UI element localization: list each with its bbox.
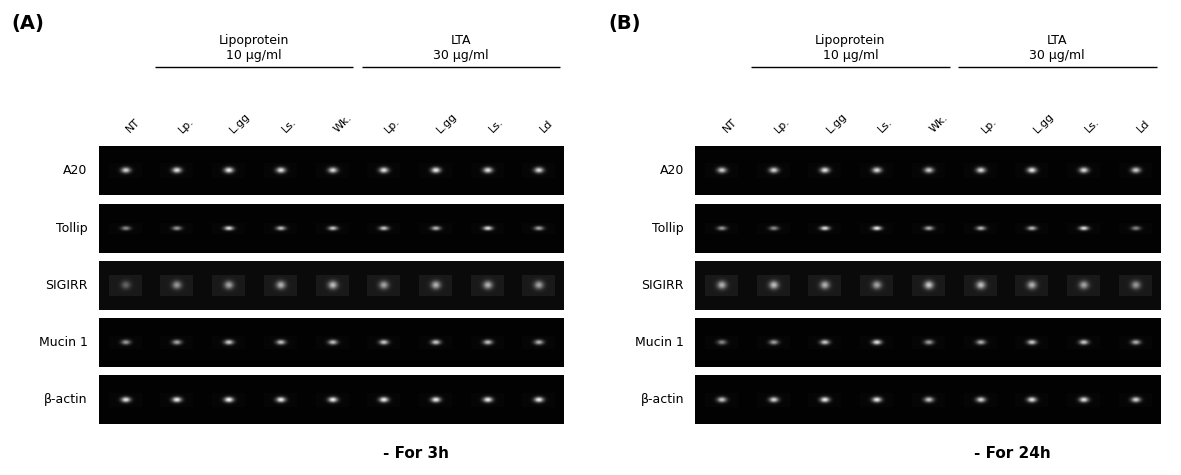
Text: Lipoprotein
10 μg/ml: Lipoprotein 10 μg/ml	[815, 34, 886, 62]
Text: Mucin 1: Mucin 1	[635, 336, 684, 349]
Text: Mucin 1: Mucin 1	[39, 336, 87, 349]
Text: Lp.: Lp.	[772, 116, 791, 135]
Text: Lp.: Lp.	[384, 116, 403, 135]
Text: LTA
30 μg/ml: LTA 30 μg/ml	[433, 34, 489, 62]
Text: L.gg: L.gg	[435, 111, 459, 135]
Text: Ls.: Ls.	[876, 117, 894, 135]
Text: Tollip: Tollip	[56, 222, 87, 235]
Text: NT: NT	[125, 117, 143, 135]
FancyBboxPatch shape	[99, 146, 565, 195]
Text: Ls.: Ls.	[280, 117, 298, 135]
Text: A20: A20	[659, 164, 684, 177]
Text: Ls.: Ls.	[487, 117, 505, 135]
Text: SIGIRR: SIGIRR	[641, 279, 684, 292]
Text: β-actin: β-actin	[640, 393, 684, 407]
FancyBboxPatch shape	[696, 146, 1161, 195]
FancyBboxPatch shape	[99, 261, 565, 310]
Text: Lp.: Lp.	[980, 116, 999, 135]
FancyBboxPatch shape	[99, 318, 565, 367]
Text: Wk.: Wk.	[332, 113, 353, 135]
Text: Tollip: Tollip	[652, 222, 684, 235]
Text: - For 24h: - For 24h	[974, 446, 1050, 461]
Text: SIGIRR: SIGIRR	[45, 279, 87, 292]
Text: Lipoprotein
10 μg/ml: Lipoprotein 10 μg/ml	[218, 34, 289, 62]
Text: Ld: Ld	[539, 118, 555, 135]
Text: Ld: Ld	[1135, 118, 1151, 135]
FancyBboxPatch shape	[99, 204, 565, 253]
FancyBboxPatch shape	[696, 261, 1161, 310]
Text: - For 3h: - For 3h	[383, 446, 449, 461]
FancyBboxPatch shape	[696, 375, 1161, 425]
Text: LTA
30 μg/ml: LTA 30 μg/ml	[1030, 34, 1085, 62]
Text: A20: A20	[63, 164, 87, 177]
Text: L.gg: L.gg	[824, 111, 849, 135]
Text: β-actin: β-actin	[44, 393, 87, 407]
Text: (A): (A)	[12, 14, 45, 33]
FancyBboxPatch shape	[696, 318, 1161, 367]
Text: NT: NT	[722, 117, 739, 135]
Text: Wk.: Wk.	[928, 113, 950, 135]
Text: L.gg: L.gg	[1031, 111, 1056, 135]
Text: (B): (B)	[608, 14, 641, 33]
Text: Ls.: Ls.	[1083, 117, 1102, 135]
FancyBboxPatch shape	[99, 375, 565, 425]
FancyBboxPatch shape	[696, 204, 1161, 253]
Text: L.gg: L.gg	[228, 111, 253, 135]
Text: Lp.: Lp.	[176, 116, 195, 135]
